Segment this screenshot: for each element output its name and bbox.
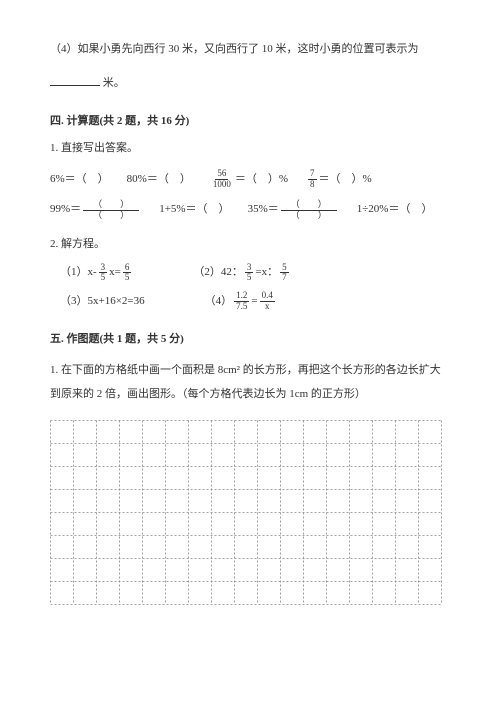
calc-r1-c1: 6%＝（ ） [50,170,109,190]
eq-4: （4） 1.2 7.5 = 0.4 x [205,291,277,312]
frac-3-5b: 3 5 [245,263,254,284]
question-4-line1: （4）如果小勇先向西行 30 米，又向西行了 10 米，这时小勇的位置可表示为 [50,40,450,60]
eq-row-2: （3）5x+16×2=36 （4） 1.2 7.5 = 0.4 x [50,291,450,312]
sec4-q1-label: 1. 直接写出答案。 [50,139,450,159]
sec5-q1: 1. 在下面的方格纸中画一个面积是 8cm² 的长方形，再把这个长方形的各边长扩… [50,358,450,406]
calc-r2-c1: 99%＝ （ ） （ ） [50,200,141,221]
frac-den: （ ） [281,211,337,221]
frac-den: 5 [123,273,132,283]
frac-1.2-7.5: 1.2 7.5 [234,291,249,312]
eq2-mid: =x： [255,263,278,283]
grid-svg [50,420,442,605]
frac-den: 7.5 [234,302,249,312]
eq-1: （1）x- 3 5 x= 6 5 [60,263,133,284]
frac-den: 1000 [211,180,233,190]
calc-r1-c4: 7 8 ＝（ ）% [306,169,372,190]
calc-r1-c3-tail: ＝（ ）% [235,170,288,190]
calc-r2-c2: 1+5%＝（ ） [159,200,229,220]
frac-5-7: 5 7 [280,263,289,284]
q4-text-b: 米。 [103,77,125,89]
calc-r1-c4-tail: ＝（ ）% [319,170,372,190]
frac-paren-1: （ ） （ ） [83,200,139,221]
frac-den: （ ） [83,211,139,221]
frac-den: 8 [308,180,317,190]
question-4-line2: 米。 [50,74,450,94]
calc-r2-c4: 1÷20%＝（ ） [357,200,433,220]
calc-r2-c1-a: 99%＝ [50,200,81,220]
calc-row-2: 99%＝ （ ） （ ） 1+5%＝（ ） 35%＝ （ ） （ ） 1÷20%… [50,200,450,221]
eq-3: （3）5x+16×2=36 [60,291,145,312]
calc-r2-c3-a: 35%＝ [248,200,279,220]
grid-paper [50,420,450,605]
frac-3-5a: 3 5 [99,263,108,284]
eq-row-1: （1）x- 3 5 x= 6 5 （2）42： 3 5 =x： 5 7 [50,263,450,284]
eq4-a: （4） [205,292,233,312]
frac-paren-2: （ ） （ ） [281,200,337,221]
calc-row-1: 6%＝（ ） 80%＝（ ） 56 1000 ＝（ ）% 7 8 ＝（ ）% [50,169,450,190]
eq2-a: （2）42： [193,263,243,283]
frac-den: x [263,302,272,312]
eq1-a: （1）x- [60,263,97,283]
sec4-q2-label: 2. 解方程。 [50,235,450,255]
eq4-mid: = [251,292,257,312]
section-5-title: 五. 作图题(共 1 题，共 5 分) [50,330,450,350]
calc-r1-c3: 56 1000 ＝（ ）% [209,169,288,190]
frac-0.4-x: 0.4 x [260,291,275,312]
frac-7-8: 7 8 [308,169,317,190]
calc-r2-c3: 35%＝ （ ） （ ） [248,200,339,221]
frac-den: 5 [99,273,108,283]
frac-den: 7 [280,273,289,283]
q4-text-a: （4）如果小勇先向西行 30 米，又向西行了 10 米，这时小勇的位置可表示为 [50,43,419,55]
frac-den: 5 [245,273,254,283]
eq1-mid: x= [109,263,121,283]
section-4-title: 四. 计算题(共 2 题，共 16 分) [50,112,450,132]
q4-blank [50,74,100,86]
frac-56-1000: 56 1000 [211,169,233,190]
calc-r1-c2: 80%＝（ ） [127,170,191,190]
eq-2: （2）42： 3 5 =x： 5 7 [193,263,290,284]
frac-6-5: 6 5 [123,263,132,284]
